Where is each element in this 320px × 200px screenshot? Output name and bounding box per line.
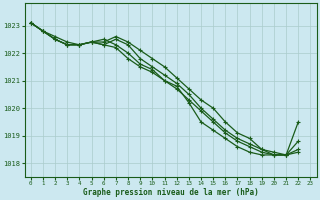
- X-axis label: Graphe pression niveau de la mer (hPa): Graphe pression niveau de la mer (hPa): [83, 188, 259, 197]
